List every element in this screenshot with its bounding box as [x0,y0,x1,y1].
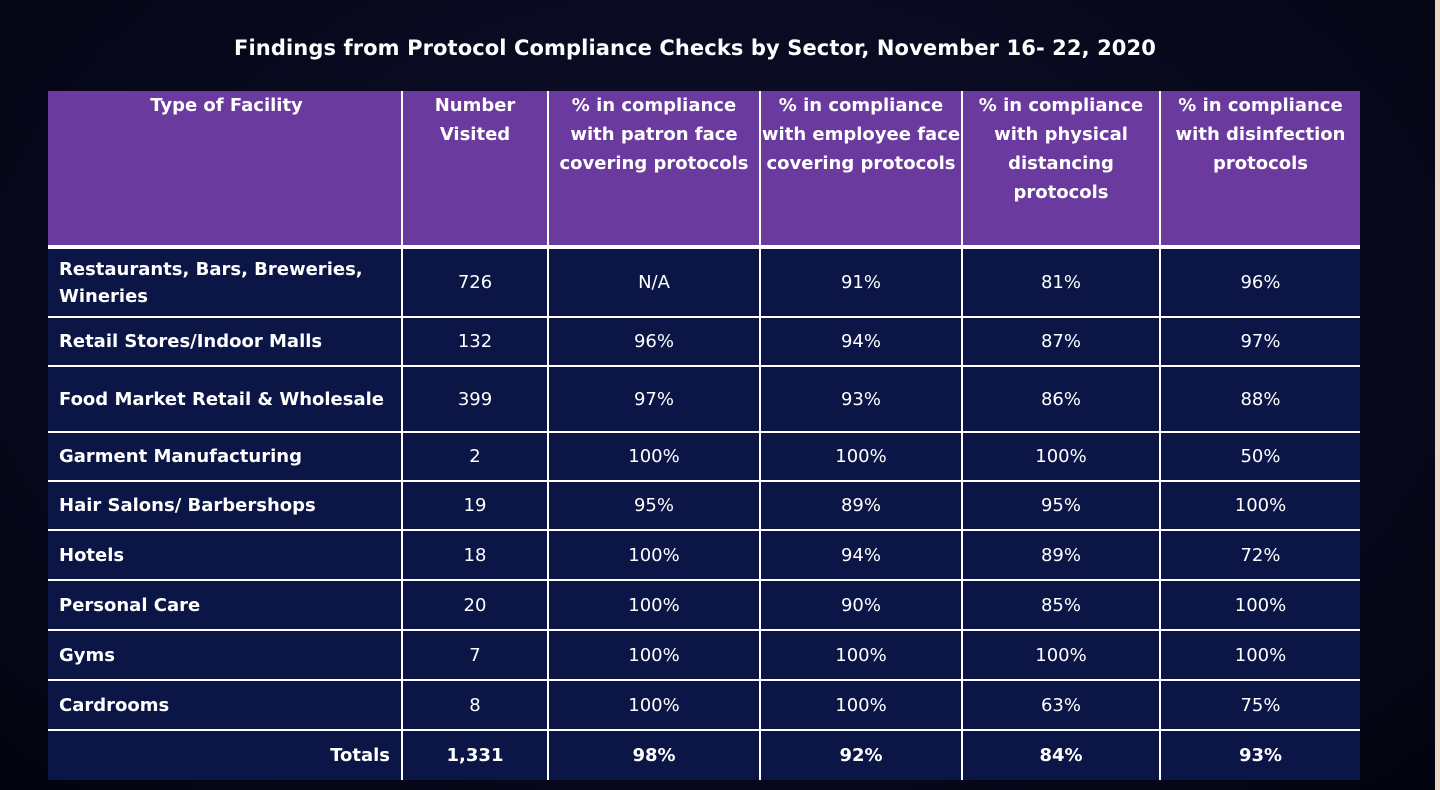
totals-disinfection: 93% [1159,730,1360,780]
distancing-cell: 86% [961,366,1160,433]
disinfection-cell: 50% [1159,432,1360,482]
table-row: Garment Manufacturing 2 100% 100% 100% 5… [48,432,1360,482]
distancing-cell: 85% [961,580,1160,631]
employee-cell: 94% [759,530,962,581]
patron-cell: 96% [547,317,760,367]
visited-cell: 399 [401,366,548,433]
patron-cell: 97% [547,366,760,433]
disinfection-cell: 88% [1159,366,1360,433]
disinfection-cell: 100% [1159,481,1360,531]
patron-cell: 95% [547,481,760,531]
employee-cell: 100% [759,680,962,731]
table-row: Hair Salons/ Barbershops 19 95% 89% 95% … [48,481,1360,531]
employee-cell: 93% [759,366,962,433]
disinfection-cell: 97% [1159,317,1360,367]
employee-cell: 89% [759,481,962,531]
table-row: Personal Care 20 100% 90% 85% 100% [48,580,1360,631]
facility-cell: Restaurants, Bars, Breweries, Wineries [48,247,402,318]
employee-cell: 91% [759,247,962,318]
facility-cell: Hotels [48,530,402,581]
totals-row: Totals 1,331 98% 92% 84% 93% [48,730,1360,780]
totals-label: Totals [330,745,390,766]
distancing-cell: 89% [961,530,1160,581]
visited-cell: 132 [401,317,548,367]
facility-cell: Retail Stores/Indoor Malls [48,317,402,367]
patron-cell: 100% [547,680,760,731]
totals-employee: 92% [759,730,962,780]
table-header-row: Type of Facility Number Visited % in com… [48,91,1360,249]
header-type-of-facility: Type of Facility [48,91,402,249]
header-number-visited: Number Visited [401,91,548,249]
employee-cell: 94% [759,317,962,367]
header-physical-distancing: % in compliance with physical distancing… [961,91,1160,249]
table-row: Hotels 18 100% 94% 89% 72% [48,530,1360,581]
distancing-cell: 100% [961,432,1160,482]
facility-cell: Food Market Retail & Wholesale [48,366,402,433]
facility-cell: Hair Salons/ Barbershops [48,481,402,531]
header-disinfection: % in compliance with disinfection protoc… [1159,91,1360,249]
facility-cell: Personal Care [48,580,402,631]
distancing-cell: 63% [961,680,1160,731]
slide-title: Findings from Protocol Compliance Checks… [234,36,1156,60]
disinfection-cell: 96% [1159,247,1360,318]
header-patron-face-covering: % in compliance with patron face coverin… [547,91,760,249]
employee-cell: 90% [759,580,962,631]
distancing-cell: 100% [961,630,1160,681]
distancing-cell: 87% [961,317,1160,367]
visited-cell: 8 [401,680,548,731]
disinfection-cell: 75% [1159,680,1360,731]
employee-cell: 100% [759,630,962,681]
totals-visited: 1,331 [401,730,548,780]
table-row: Cardrooms 8 100% 100% 63% 75% [48,680,1360,731]
table-row: Retail Stores/Indoor Malls 132 96% 94% 8… [48,317,1360,367]
disinfection-cell: 100% [1159,630,1360,681]
header-employee-face-covering: % in compliance with employee face cover… [759,91,962,249]
patron-cell: 100% [547,630,760,681]
compliance-table: Type of Facility Number Visited % in com… [48,91,1360,780]
visited-cell: 19 [401,481,548,531]
table-row: Gyms 7 100% 100% 100% 100% [48,630,1360,681]
distancing-cell: 95% [961,481,1160,531]
patron-cell: 100% [547,580,760,631]
totals-patron: 98% [547,730,760,780]
visited-cell: 20 [401,580,548,631]
table-row: Restaurants, Bars, Breweries, Wineries 7… [48,247,1360,318]
disinfection-cell: 72% [1159,530,1360,581]
distancing-cell: 81% [961,247,1160,318]
patron-cell: 100% [547,432,760,482]
visited-cell: 2 [401,432,548,482]
table-row: Food Market Retail & Wholesale 399 97% 9… [48,366,1360,433]
employee-cell: 100% [759,432,962,482]
visited-cell: 18 [401,530,548,581]
patron-cell: N/A [547,247,760,318]
visited-cell: 7 [401,630,548,681]
totals-distancing: 84% [961,730,1160,780]
visited-cell: 726 [401,247,548,318]
patron-cell: 100% [547,530,760,581]
facility-cell: Cardrooms [48,680,402,731]
facility-cell: Gyms [48,630,402,681]
disinfection-cell: 100% [1159,580,1360,631]
facility-cell: Garment Manufacturing [48,432,402,482]
window-edge [1435,0,1440,790]
